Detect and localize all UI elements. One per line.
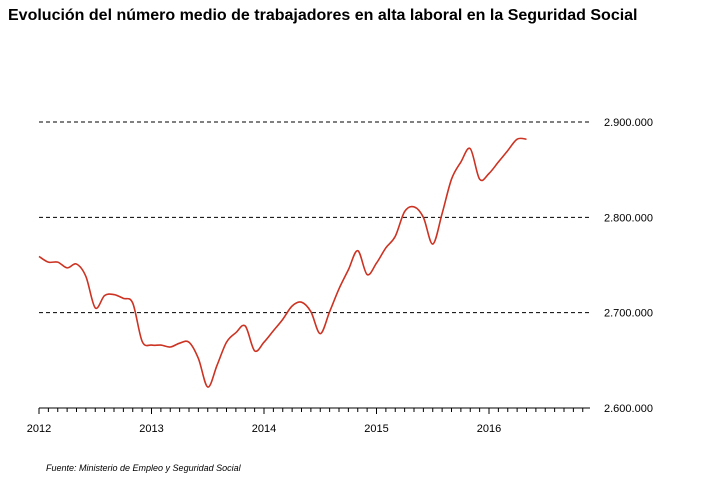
y-tick-label: 2.800.000: [604, 212, 653, 224]
series-group: [38, 137, 527, 388]
series-line: [38, 137, 527, 388]
x-tick-label: 2013: [139, 423, 163, 435]
x-axis: [38, 407, 590, 414]
x-tick-label: 2015: [364, 423, 388, 435]
y-tick-label: 2.600.000: [604, 403, 653, 415]
y-axis-labels: 2.600.000 2.700.000 2.800.000 2.900.000: [604, 117, 653, 415]
y-tick-label: 2.900.000: [604, 117, 653, 129]
chart-title: Evolución del número medio de trabajador…: [8, 7, 638, 24]
source-note: Fuente: Ministerio de Empleo y Seguridad…: [46, 463, 241, 473]
x-tick-label: 2012: [27, 423, 51, 435]
x-tick-label: 2014: [252, 423, 276, 435]
x-axis-labels: 2012 2013 2014 2015 2016: [27, 423, 501, 435]
gridlines: [39, 121, 590, 314]
y-tick-label: 2.700.000: [604, 308, 653, 320]
x-tick-label: 2016: [477, 423, 501, 435]
